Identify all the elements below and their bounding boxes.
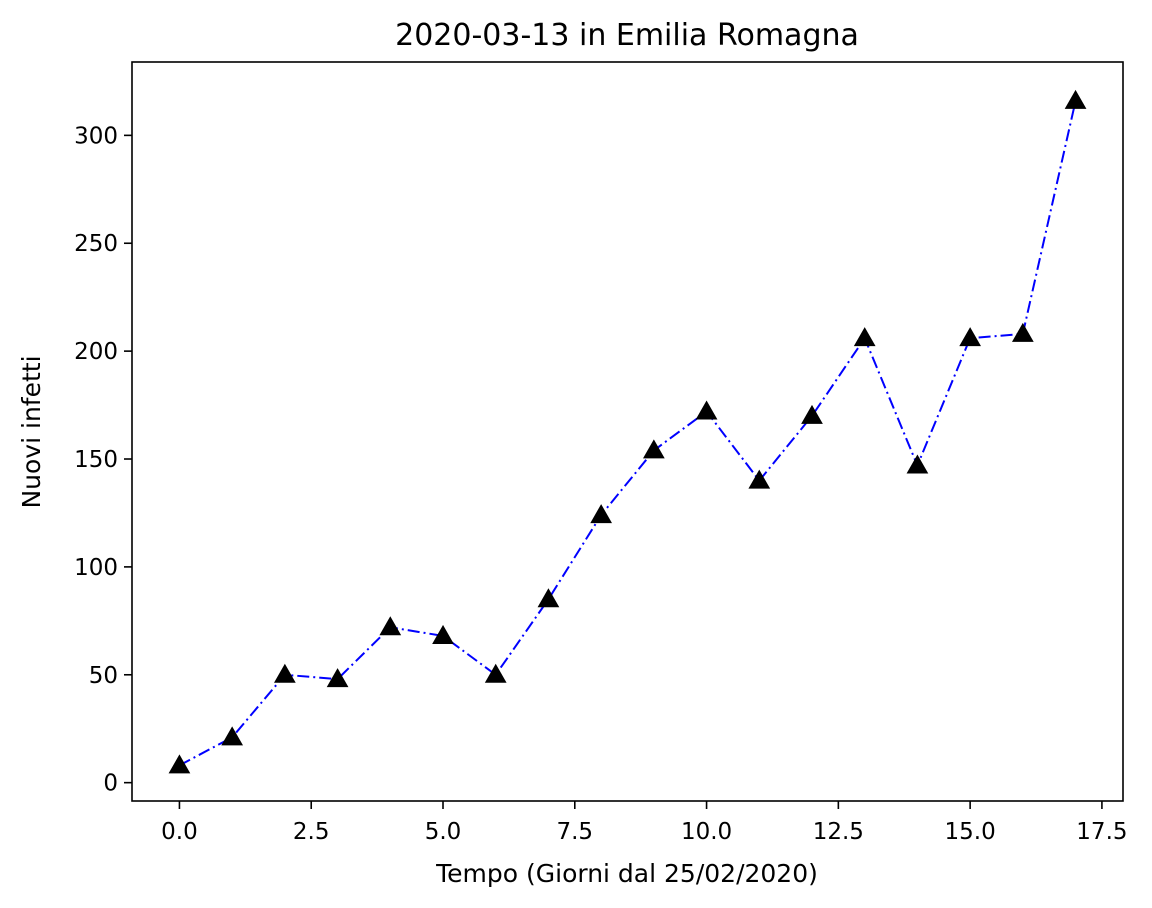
y-tick-label: 50	[89, 663, 118, 689]
data-point-marker	[1011, 322, 1034, 342]
data-point-marker	[695, 400, 718, 420]
data-point-marker	[379, 616, 402, 636]
data-point-marker	[221, 726, 244, 746]
data-point-marker	[537, 588, 560, 608]
y-tick-label: 300	[74, 123, 118, 149]
x-tick-label: 17.5	[1076, 819, 1127, 845]
data-point-marker	[168, 754, 191, 774]
data-point-marker	[326, 668, 349, 688]
x-tick-label: 15.0	[945, 819, 996, 845]
data-point-marker	[748, 469, 771, 489]
x-tick-label: 5.0	[425, 819, 462, 845]
y-tick-label: 100	[74, 555, 118, 581]
data-point-marker	[906, 454, 929, 474]
data-point-marker	[590, 504, 613, 524]
data-point-marker	[959, 327, 981, 347]
plot-frame	[131, 61, 1124, 802]
data-point-marker	[801, 404, 823, 424]
chart-title: 2020-03-13 in Emilia Romagna	[395, 18, 859, 53]
y-tick-label: 150	[74, 447, 118, 473]
y-tick-label: 250	[74, 231, 118, 257]
x-axis-label: Tempo (Giorni dal 25/02/2020)	[435, 859, 818, 888]
x-tick-label: 2.5	[293, 819, 330, 845]
y-tick-label: 200	[74, 339, 118, 365]
series-line	[178, 100, 1077, 767]
data-point-marker	[1064, 89, 1087, 109]
y-tick-label: 0	[103, 771, 118, 797]
x-tick-label: 10.0	[681, 819, 732, 845]
data-point-marker	[853, 327, 876, 347]
data-point-marker	[484, 663, 507, 683]
y-axis-label: Nuovi infetti	[17, 355, 46, 508]
data-point-marker	[274, 663, 296, 683]
x-tick-label: 12.5	[813, 819, 864, 845]
x-tick-label: 7.5	[556, 819, 593, 845]
data-point-marker	[432, 624, 454, 644]
data-point-marker	[642, 439, 665, 459]
x-tick-label: 0.0	[161, 819, 198, 845]
